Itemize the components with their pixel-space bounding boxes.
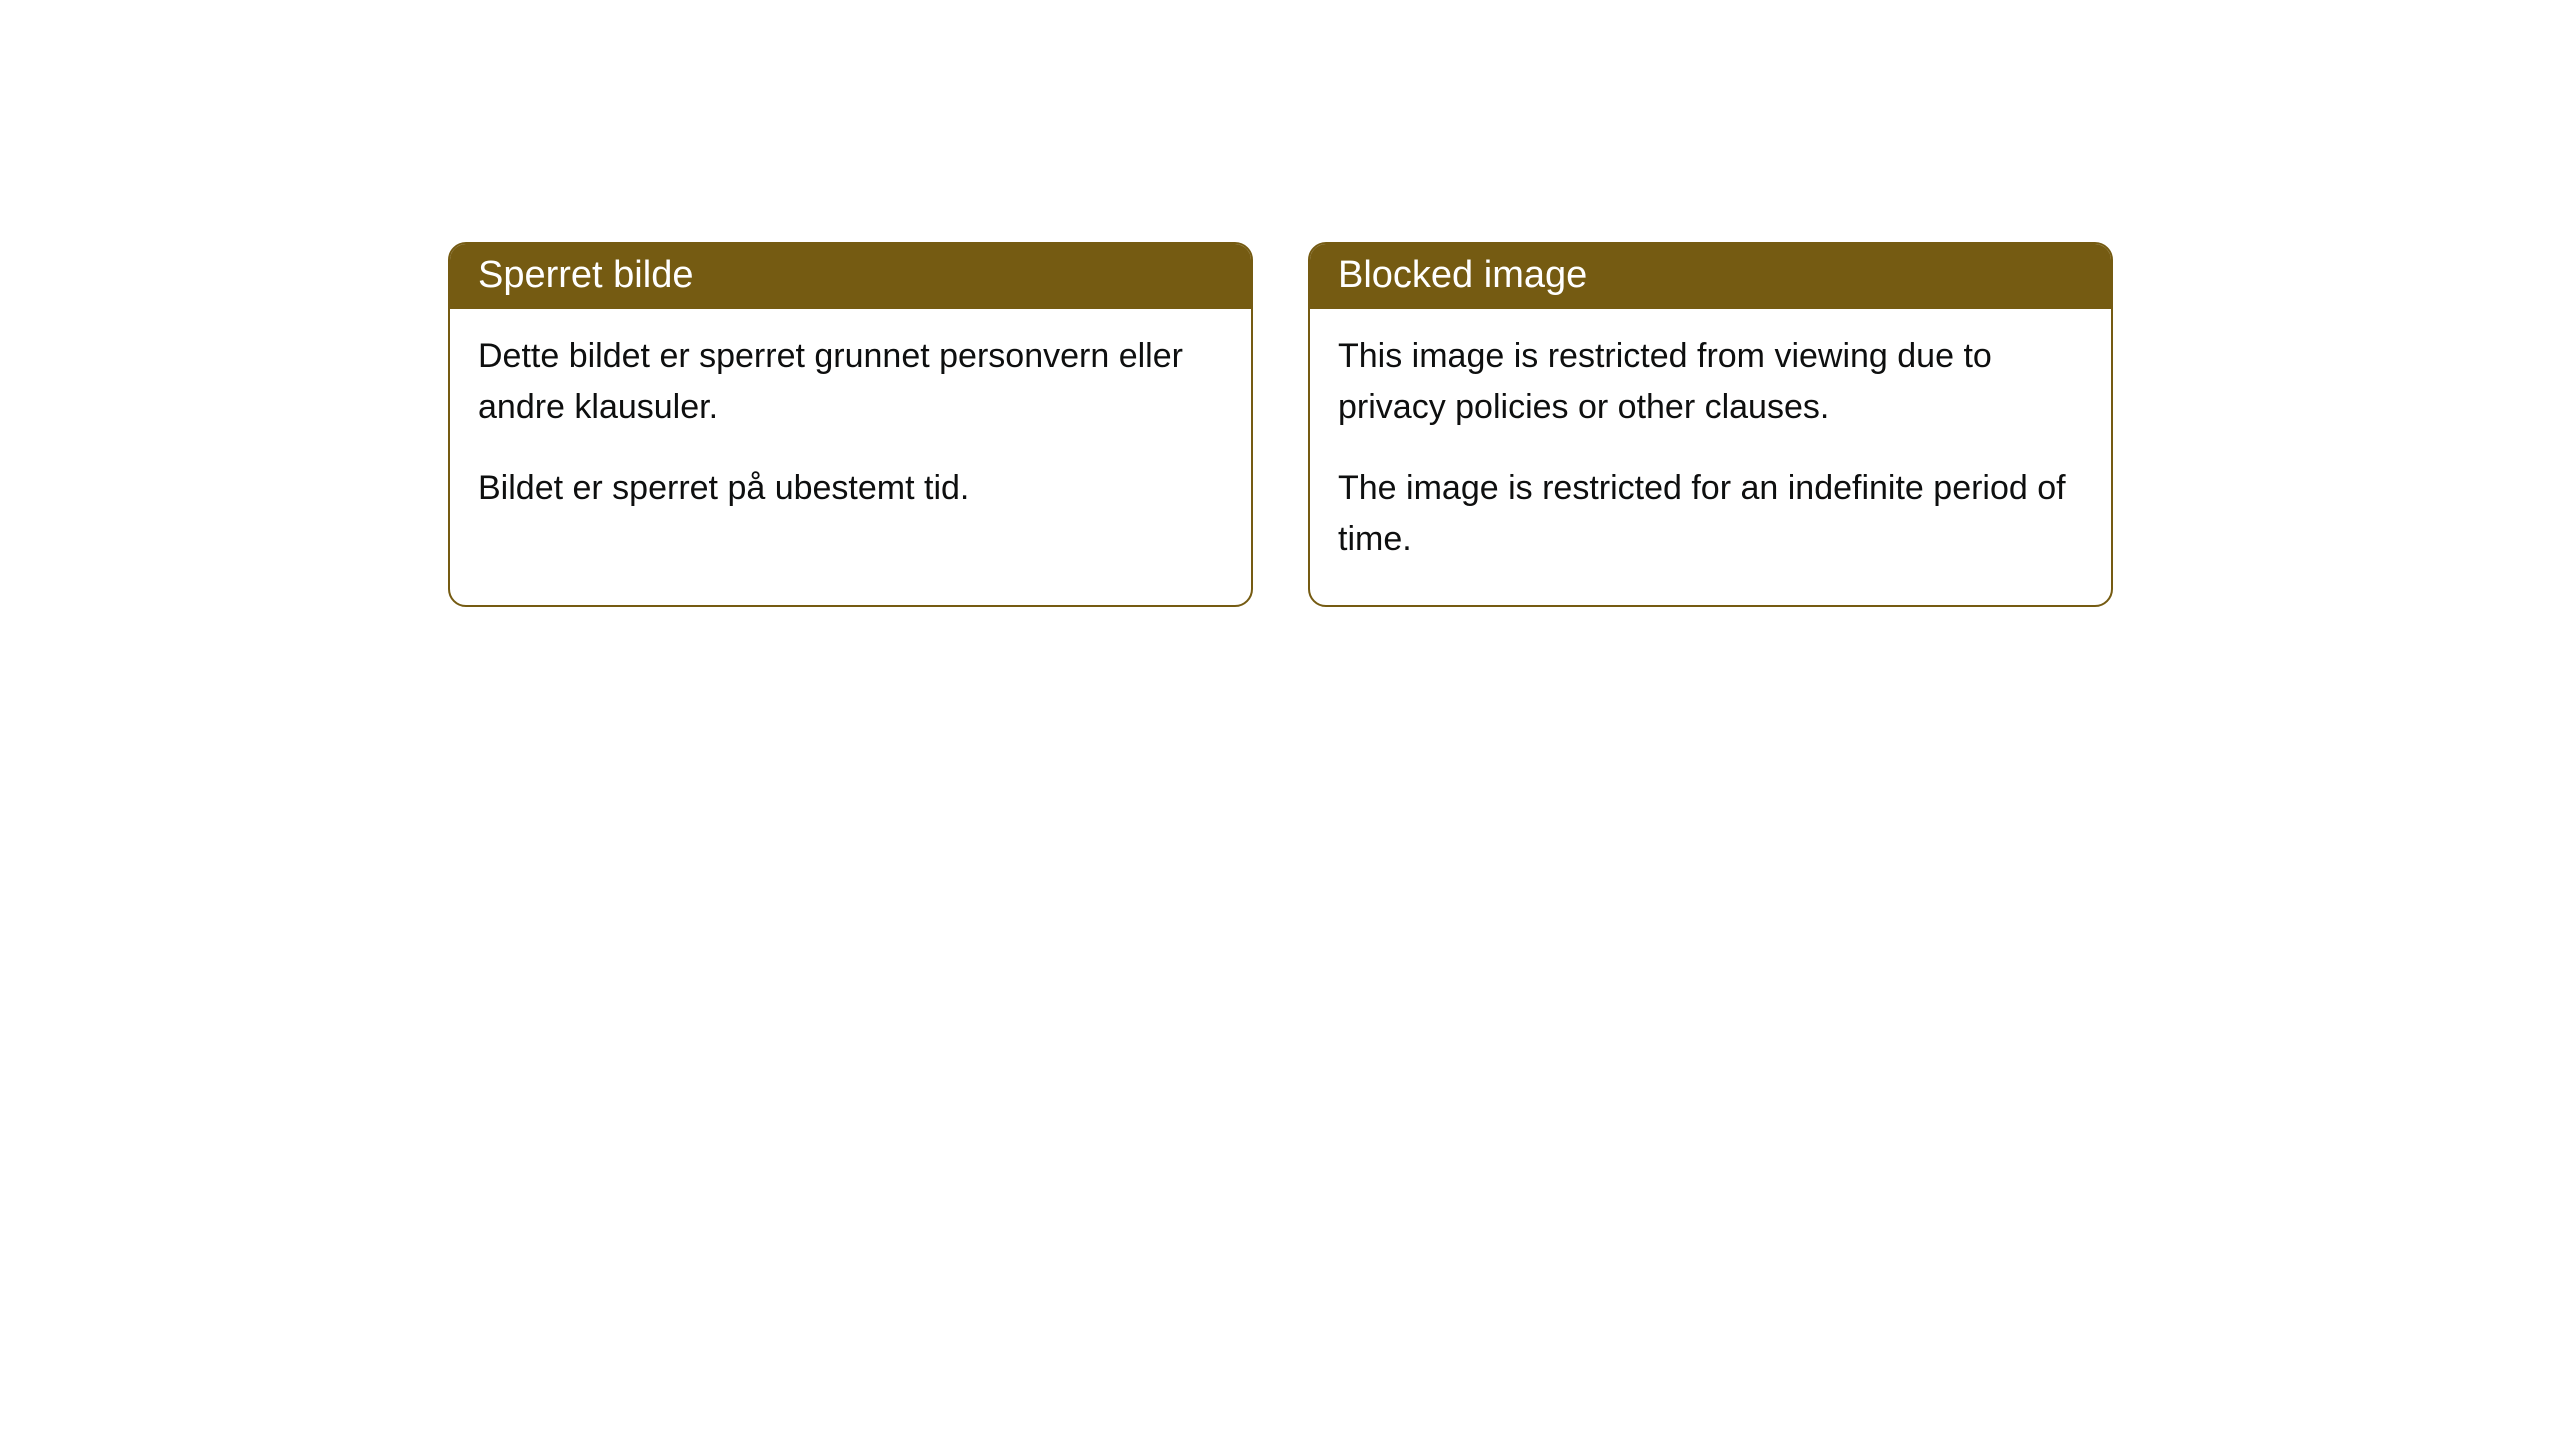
card-body: This image is restricted from viewing du… — [1310, 309, 2111, 605]
card-header: Sperret bilde — [450, 244, 1251, 309]
card-body-para1: Dette bildet er sperret grunnet personve… — [478, 331, 1223, 433]
blocked-image-card-en: Blocked image This image is restricted f… — [1308, 242, 2113, 607]
cards-container: Sperret bilde Dette bildet er sperret gr… — [0, 0, 2560, 607]
card-body: Dette bildet er sperret grunnet personve… — [450, 309, 1251, 554]
card-body-para2: Bildet er sperret på ubestemt tid. — [478, 463, 1223, 514]
blocked-image-card-no: Sperret bilde Dette bildet er sperret gr… — [448, 242, 1253, 607]
card-body-para1: This image is restricted from viewing du… — [1338, 331, 2083, 433]
card-header: Blocked image — [1310, 244, 2111, 309]
card-body-para2: The image is restricted for an indefinit… — [1338, 463, 2083, 565]
